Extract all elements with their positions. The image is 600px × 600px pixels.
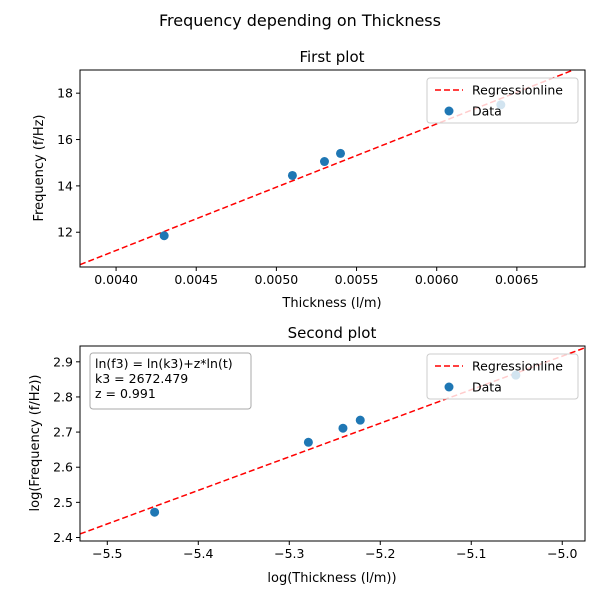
second-plot-axes-frame	[79, 345, 586, 542]
first-plot-data-point	[336, 148, 346, 158]
first-plot-y-tick-label: 16	[57, 132, 73, 147]
second-plot-x-tick-label: −5.5	[92, 546, 122, 561]
second-plot-legend	[426, 353, 579, 400]
second-plot-ylabel: log(Frequency (f/Hz))	[28, 375, 43, 512]
first-plot-xlabel: Thickness (l/m)	[281, 296, 381, 311]
second-plot-area: −5.5 −5.4 −5.3 −5.2 −5.1 −5.0 2.4 2.5 2.6 2.7 2.8 2…	[53, 345, 586, 561]
first-plot-legend	[426, 77, 579, 124]
second-plot: Second plot log(Thickness (l/m)) log(Fre…	[28, 324, 586, 586]
first-plot-legend-marker-swatch	[444, 106, 454, 116]
first-plot-x-tick-label: 0.0060	[415, 272, 459, 287]
first-plot-x-tick-label: 0.0065	[495, 272, 539, 287]
second-plot-y-tick-label: 2.9	[53, 354, 73, 369]
second-plot-legend-label: Data	[472, 380, 502, 395]
first-plot: First plot Thickness (l/m) Frequency (f/…	[32, 48, 586, 311]
second-plot-y-tick-label: 2.5	[53, 495, 73, 510]
second-plot-y-tick-label: 2.7	[53, 425, 73, 440]
second-plot-data-point	[338, 423, 348, 433]
first-plot-y-tick-label: 14	[57, 178, 73, 193]
second-plot-y-tick-label: 2.6	[53, 460, 73, 475]
second-plot-y-tick-label: 2.8	[53, 389, 73, 404]
first-plot-data-point	[287, 170, 297, 180]
first-plot-legend-label: Data	[472, 104, 502, 119]
first-plot-x-tick-label: 0.0055	[335, 272, 379, 287]
second-plot-annotation-line: k3 = 2672.479	[95, 371, 188, 386]
second-plot-x-tick-label: −5.0	[547, 546, 577, 561]
second-plot-legend-marker-swatch	[444, 382, 454, 392]
second-plot-title: Second plot	[288, 324, 377, 342]
second-plot-xlabel: log(Thickness (l/m))	[267, 571, 396, 586]
second-plot-x-tick-label: −5.2	[365, 546, 395, 561]
second-plot-x-tick-label: −5.3	[274, 546, 304, 561]
second-plot-data-point	[150, 507, 160, 517]
second-plot-x-tick-label: −5.1	[456, 546, 486, 561]
second-plot-x-tick-label: −5.4	[183, 546, 213, 561]
second-plot-data-point	[303, 437, 313, 447]
first-plot-area: 0.0040 0.0045 0.0050 0.0055 0.0060 0.0065 12 14…	[57, 69, 586, 287]
first-plot-data-point	[159, 231, 169, 241]
second-plot-annotation-line: ln(f3) = ln(k3)+z*ln(t)	[95, 356, 233, 371]
second-plot-annotation-line: z = 0.991	[95, 386, 156, 401]
second-plot-y-tick-label: 2.4	[53, 530, 73, 545]
first-plot-legend-label: Regressionline	[472, 83, 563, 98]
first-plot-y-tick-label: 12	[57, 225, 73, 240]
second-plot-annotation-box	[89, 352, 252, 410]
figure-title: Frequency depending on Thickness	[159, 11, 441, 30]
first-plot-ylabel: Frequency (f/Hz)	[32, 115, 47, 222]
first-plot-x-tick-label: 0.0045	[174, 272, 218, 287]
first-plot-x-tick-label: 0.0040	[94, 272, 138, 287]
second-plot-data-point	[355, 415, 365, 425]
first-plot-axes-frame	[79, 69, 586, 268]
first-plot-title: First plot	[299, 48, 364, 66]
second-plot-legend-label: Regressionline	[472, 359, 563, 374]
first-plot-data-point	[319, 157, 329, 167]
first-plot-x-tick-label: 0.0050	[255, 272, 299, 287]
first-plot-y-tick-label: 18	[57, 86, 73, 101]
